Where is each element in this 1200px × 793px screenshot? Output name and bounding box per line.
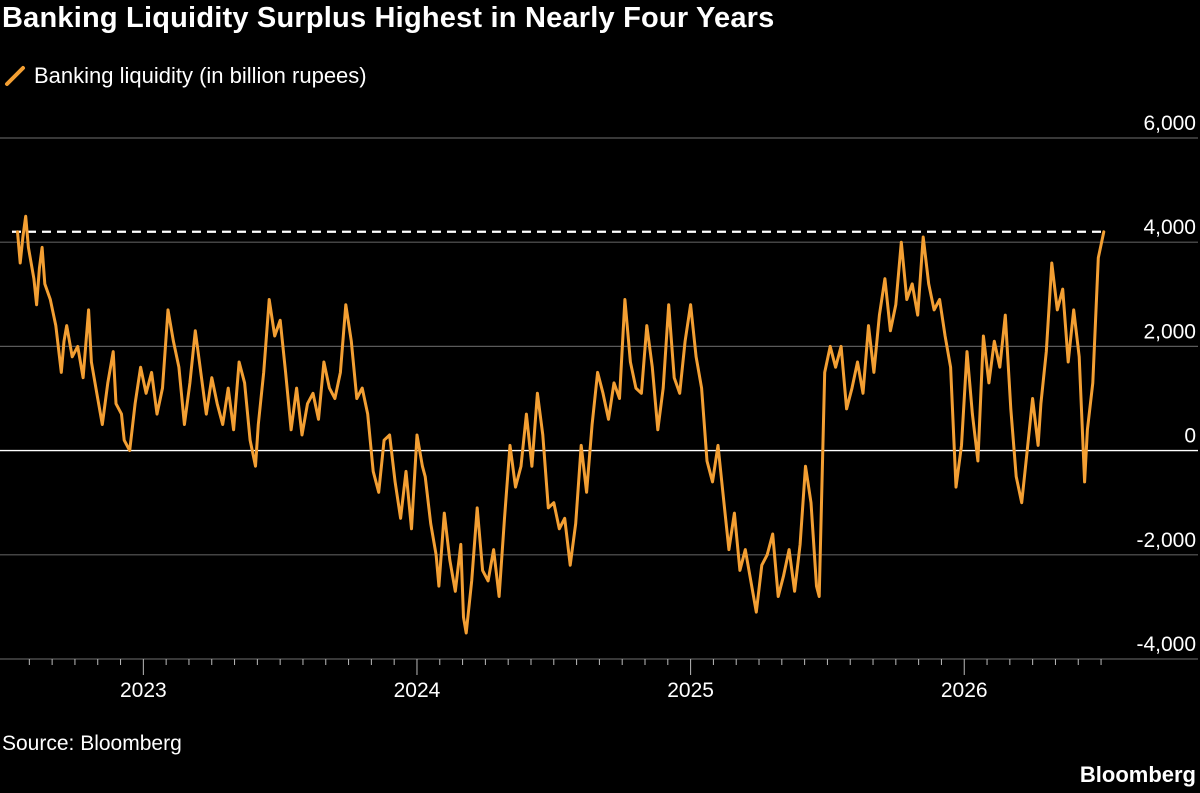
x-tick-label: 2024 <box>394 679 441 702</box>
y-tick-label: 6,000 <box>1143 112 1196 135</box>
legend-line-icon <box>5 66 25 86</box>
bloomberg-logo: Bloomberg <box>1079 762 1196 787</box>
y-tick-label: -2,000 <box>1136 529 1196 552</box>
x-tick-label: 2023 <box>120 679 167 702</box>
x-axis <box>28 659 1102 675</box>
y-tick-label: 2,000 <box>1143 320 1196 343</box>
y-tick-label: -4,000 <box>1136 633 1196 656</box>
chart-title: Banking Liquidity Surplus Highest in Nea… <box>2 2 775 34</box>
series-layer <box>16 214 1106 635</box>
source-note: Source: Bloomberg <box>2 732 182 755</box>
x-tick-label: 2025 <box>667 679 714 702</box>
y-tick-label: 0 <box>1184 425 1196 448</box>
series-line <box>16 214 1106 635</box>
y-tick-label: 4,000 <box>1143 216 1196 239</box>
grid-lines <box>0 137 1198 660</box>
legend-label: Banking liquidity (in billion rupees) <box>34 63 367 88</box>
tick-labels: 6,000 4,000 2,000 0 -2,000 -4,000 2023 2024 2025… <box>120 112 1196 702</box>
legend: Banking liquidity (in billion rupees) <box>4 60 367 92</box>
x-tick-label: 2026 <box>941 679 988 702</box>
